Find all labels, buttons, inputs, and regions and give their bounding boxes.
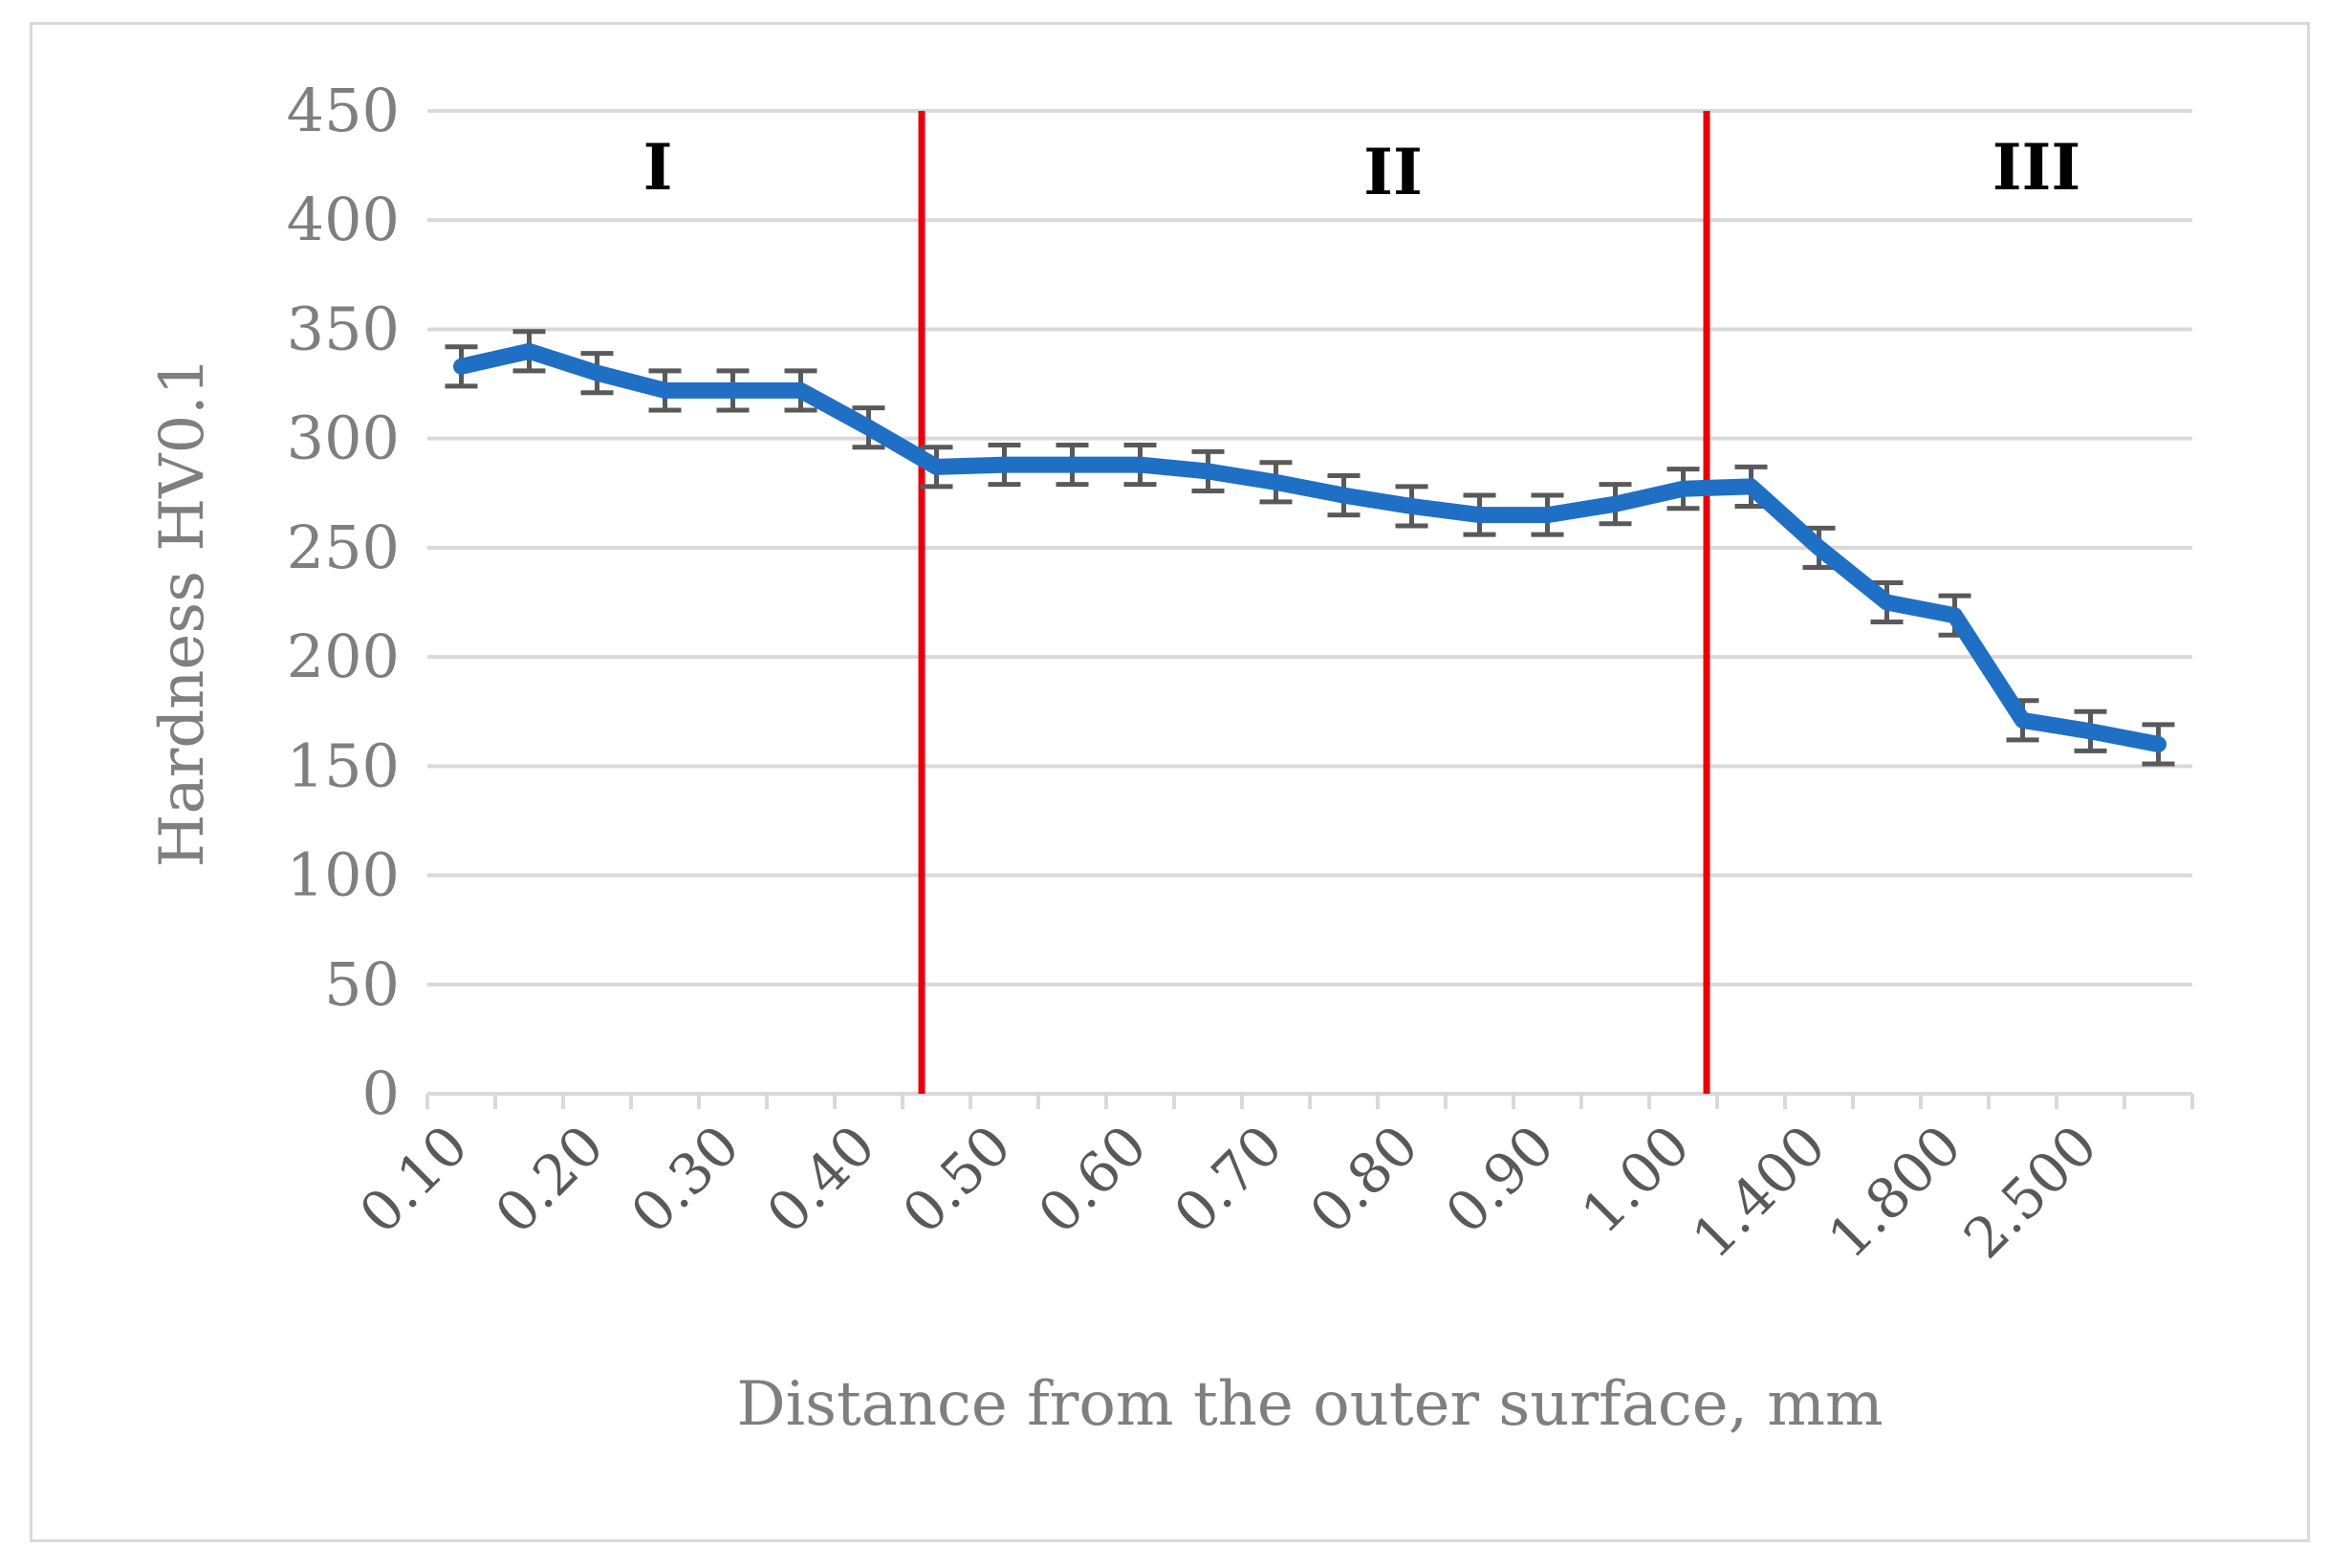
y-tick-label: 200 — [287, 621, 400, 691]
y-tick-label: 450 — [287, 76, 400, 145]
x-tick-label: 0.60 — [1026, 1113, 1159, 1246]
x-tick-label: 0.30 — [619, 1113, 751, 1246]
x-tick-label: 0.70 — [1162, 1113, 1295, 1246]
x-tick-label: 0.90 — [1433, 1113, 1566, 1246]
region-label-1: I — [643, 130, 673, 205]
chart-frame — [30, 22, 2310, 1542]
x-tick-label: 0.40 — [754, 1113, 887, 1246]
y-tick-labels: 0 50 100 150 200 250 300 350 400 450 — [287, 76, 400, 1128]
x-tick-label: 0.20 — [483, 1113, 616, 1246]
region-label-2: II — [1363, 135, 1423, 209]
y-tick-label: 300 — [287, 403, 400, 473]
x-tick-label: 1.400 — [1680, 1113, 1838, 1271]
y-axis-title: Hardness HV0.1 — [147, 357, 218, 867]
x-tick-label: 0.10 — [347, 1113, 480, 1246]
y-tick-label: 150 — [287, 730, 400, 800]
error-bars — [445, 329, 2175, 767]
x-tick-label: 0.80 — [1297, 1113, 1430, 1246]
hardness-series-line — [453, 342, 2167, 752]
y-tick-label: 0 — [362, 1058, 400, 1128]
x-axis — [425, 1092, 2194, 1109]
region-label-3: III — [1992, 130, 2081, 205]
y-tick-label: 100 — [287, 840, 400, 910]
x-axis-title: Distance from the outer surface, mm — [736, 1369, 1883, 1440]
x-tick-label: 2.500 — [1951, 1113, 2109, 1271]
y-tick-label: 350 — [287, 294, 400, 363]
series-line — [453, 342, 2167, 752]
x-tick-label: 1.800 — [1816, 1113, 1973, 1271]
region-labels: I II III — [643, 130, 2081, 209]
x-tick-label: 0.50 — [890, 1113, 1023, 1246]
y-tick-label: 50 — [324, 949, 400, 1019]
y-tick-label: 250 — [287, 512, 400, 582]
y-tick-label: 400 — [287, 185, 400, 254]
x-tick-labels: 0.10 0.20 0.30 0.40 0.50 0.60 0.70 0.80 0.90 1.00… — [347, 1113, 2109, 1271]
region-boundaries — [918, 111, 1710, 1094]
